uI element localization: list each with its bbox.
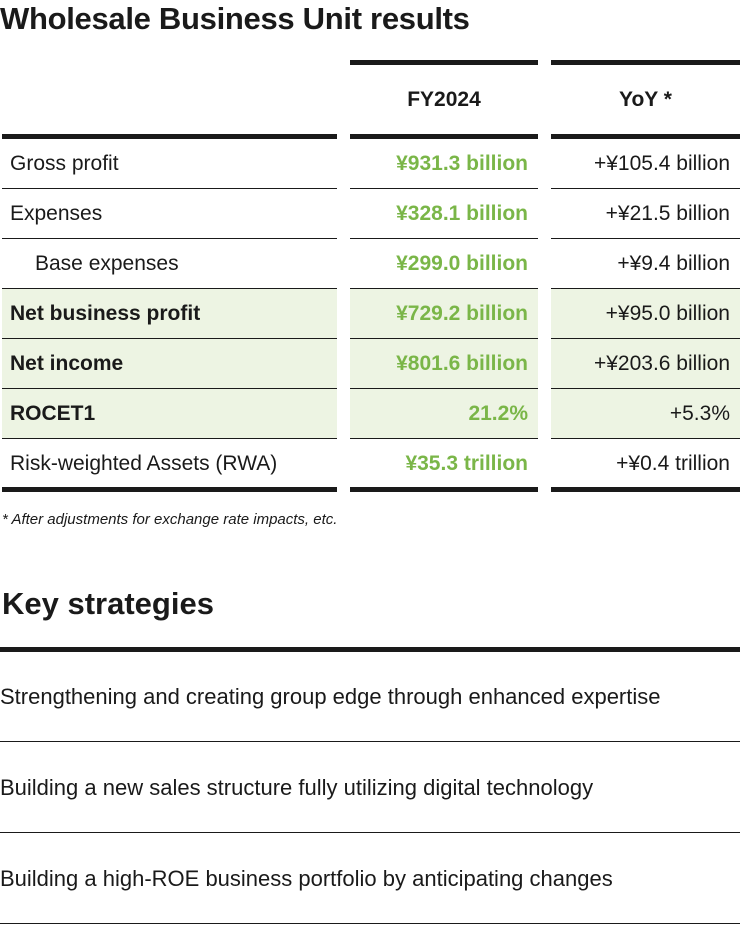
table-row: ¥328.1 billion [350,189,538,239]
row-separator [350,338,538,339]
row-separator [551,388,740,389]
table-bottom-rule-yoy [551,487,740,492]
table-row: Net income [2,339,337,389]
table-row: Net business profit [2,289,337,339]
yoy-value: +¥0.4 trillion [616,452,730,475]
row-separator [551,288,740,289]
row-label: Net income [2,339,337,388]
row-label: Gross profit [10,152,119,175]
table-row: Risk-weighted Assets (RWA) [2,439,337,489]
table-row: ¥729.2 billion [350,289,538,339]
table-row: +¥0.4 trillion [551,439,740,489]
column-header-yoy: YoY * [619,88,672,111]
header-rule-fy [350,60,538,65]
table-row: ¥931.3 billion [350,139,538,189]
yoy-value: +¥105.4 billion [593,152,730,175]
row-separator [2,338,337,339]
table-row: 21.2% [350,389,538,439]
yoy-value: +5.3% [551,389,740,438]
header-bottom-rule-fy [350,134,538,139]
strategy-item: Building a new sales structure fully uti… [0,743,740,833]
column-header-fy: FY2024 [407,88,481,111]
row-label: Net business profit [2,289,337,338]
yoy-value: +¥21.5 billion [605,202,730,225]
row-separator [551,188,740,189]
yoy-value: +¥9.4 billion [617,252,730,275]
strategies-top-rule [0,647,740,652]
section-title-key-strategies: Key strategies [2,586,214,621]
table-row: ¥299.0 billion [350,239,538,289]
row-label: Base expenses [35,252,179,275]
row-separator [350,188,538,189]
fy2024-value: ¥729.2 billion [350,289,538,338]
row-label: Expenses [10,202,103,225]
table-row: Base expenses [2,239,337,289]
table-row: +¥95.0 billion [551,289,740,339]
table-row: +5.3% [551,389,740,439]
table-bottom-rule-label [2,487,337,492]
table-row: ¥801.6 billion [350,339,538,389]
yoy-value: +¥95.0 billion [551,289,740,338]
yoy-value: +¥203.6 billion [551,339,740,388]
strategy-text: Building a new sales structure fully uti… [0,775,594,800]
row-separator [350,438,538,439]
row-separator [350,288,538,289]
header-rule-yoy [551,60,740,65]
table-row: +¥9.4 billion [551,239,740,289]
table-row: +¥105.4 billion [551,139,740,189]
strategy-item: Building a high-ROE business portfolio b… [0,834,740,924]
row-separator [2,288,337,289]
table-row: ROCET1 [2,389,337,439]
fy2024-value: ¥299.0 billion [396,252,528,275]
fy2024-value: ¥35.3 trillion [405,452,528,475]
table-bottom-rule-fy [350,487,538,492]
row-separator [551,238,740,239]
row-separator [2,188,337,189]
row-label: Risk-weighted Assets (RWA) [10,452,278,475]
header-bottom-rule-label [2,134,337,139]
row-separator [350,388,538,389]
fy2024-value: ¥328.1 billion [396,202,528,225]
page-title: Wholesale Business Unit results [0,1,470,36]
table-row: +¥203.6 billion [551,339,740,389]
table-row: ¥35.3 trillion [350,439,538,489]
fy2024-value: 21.2% [350,389,538,438]
strategy-text: Strengthening and creating group edge th… [0,684,661,709]
row-separator [551,338,740,339]
row-separator [350,238,538,239]
row-separator [551,438,740,439]
table-row: Gross profit [2,139,337,189]
row-separator [2,238,337,239]
strategy-item: Strengthening and creating group edge th… [0,652,740,742]
table-row: Expenses [2,189,337,239]
header-bottom-rule-yoy [551,134,740,139]
row-separator [2,388,337,389]
strategy-text: Building a high-ROE business portfolio b… [0,866,613,891]
row-separator [2,438,337,439]
table-row: +¥21.5 billion [551,189,740,239]
footnote: * After adjustments for exchange rate im… [2,511,338,528]
row-label: ROCET1 [2,389,337,438]
fy2024-value: ¥931.3 billion [396,152,528,175]
fy2024-value: ¥801.6 billion [350,339,538,388]
